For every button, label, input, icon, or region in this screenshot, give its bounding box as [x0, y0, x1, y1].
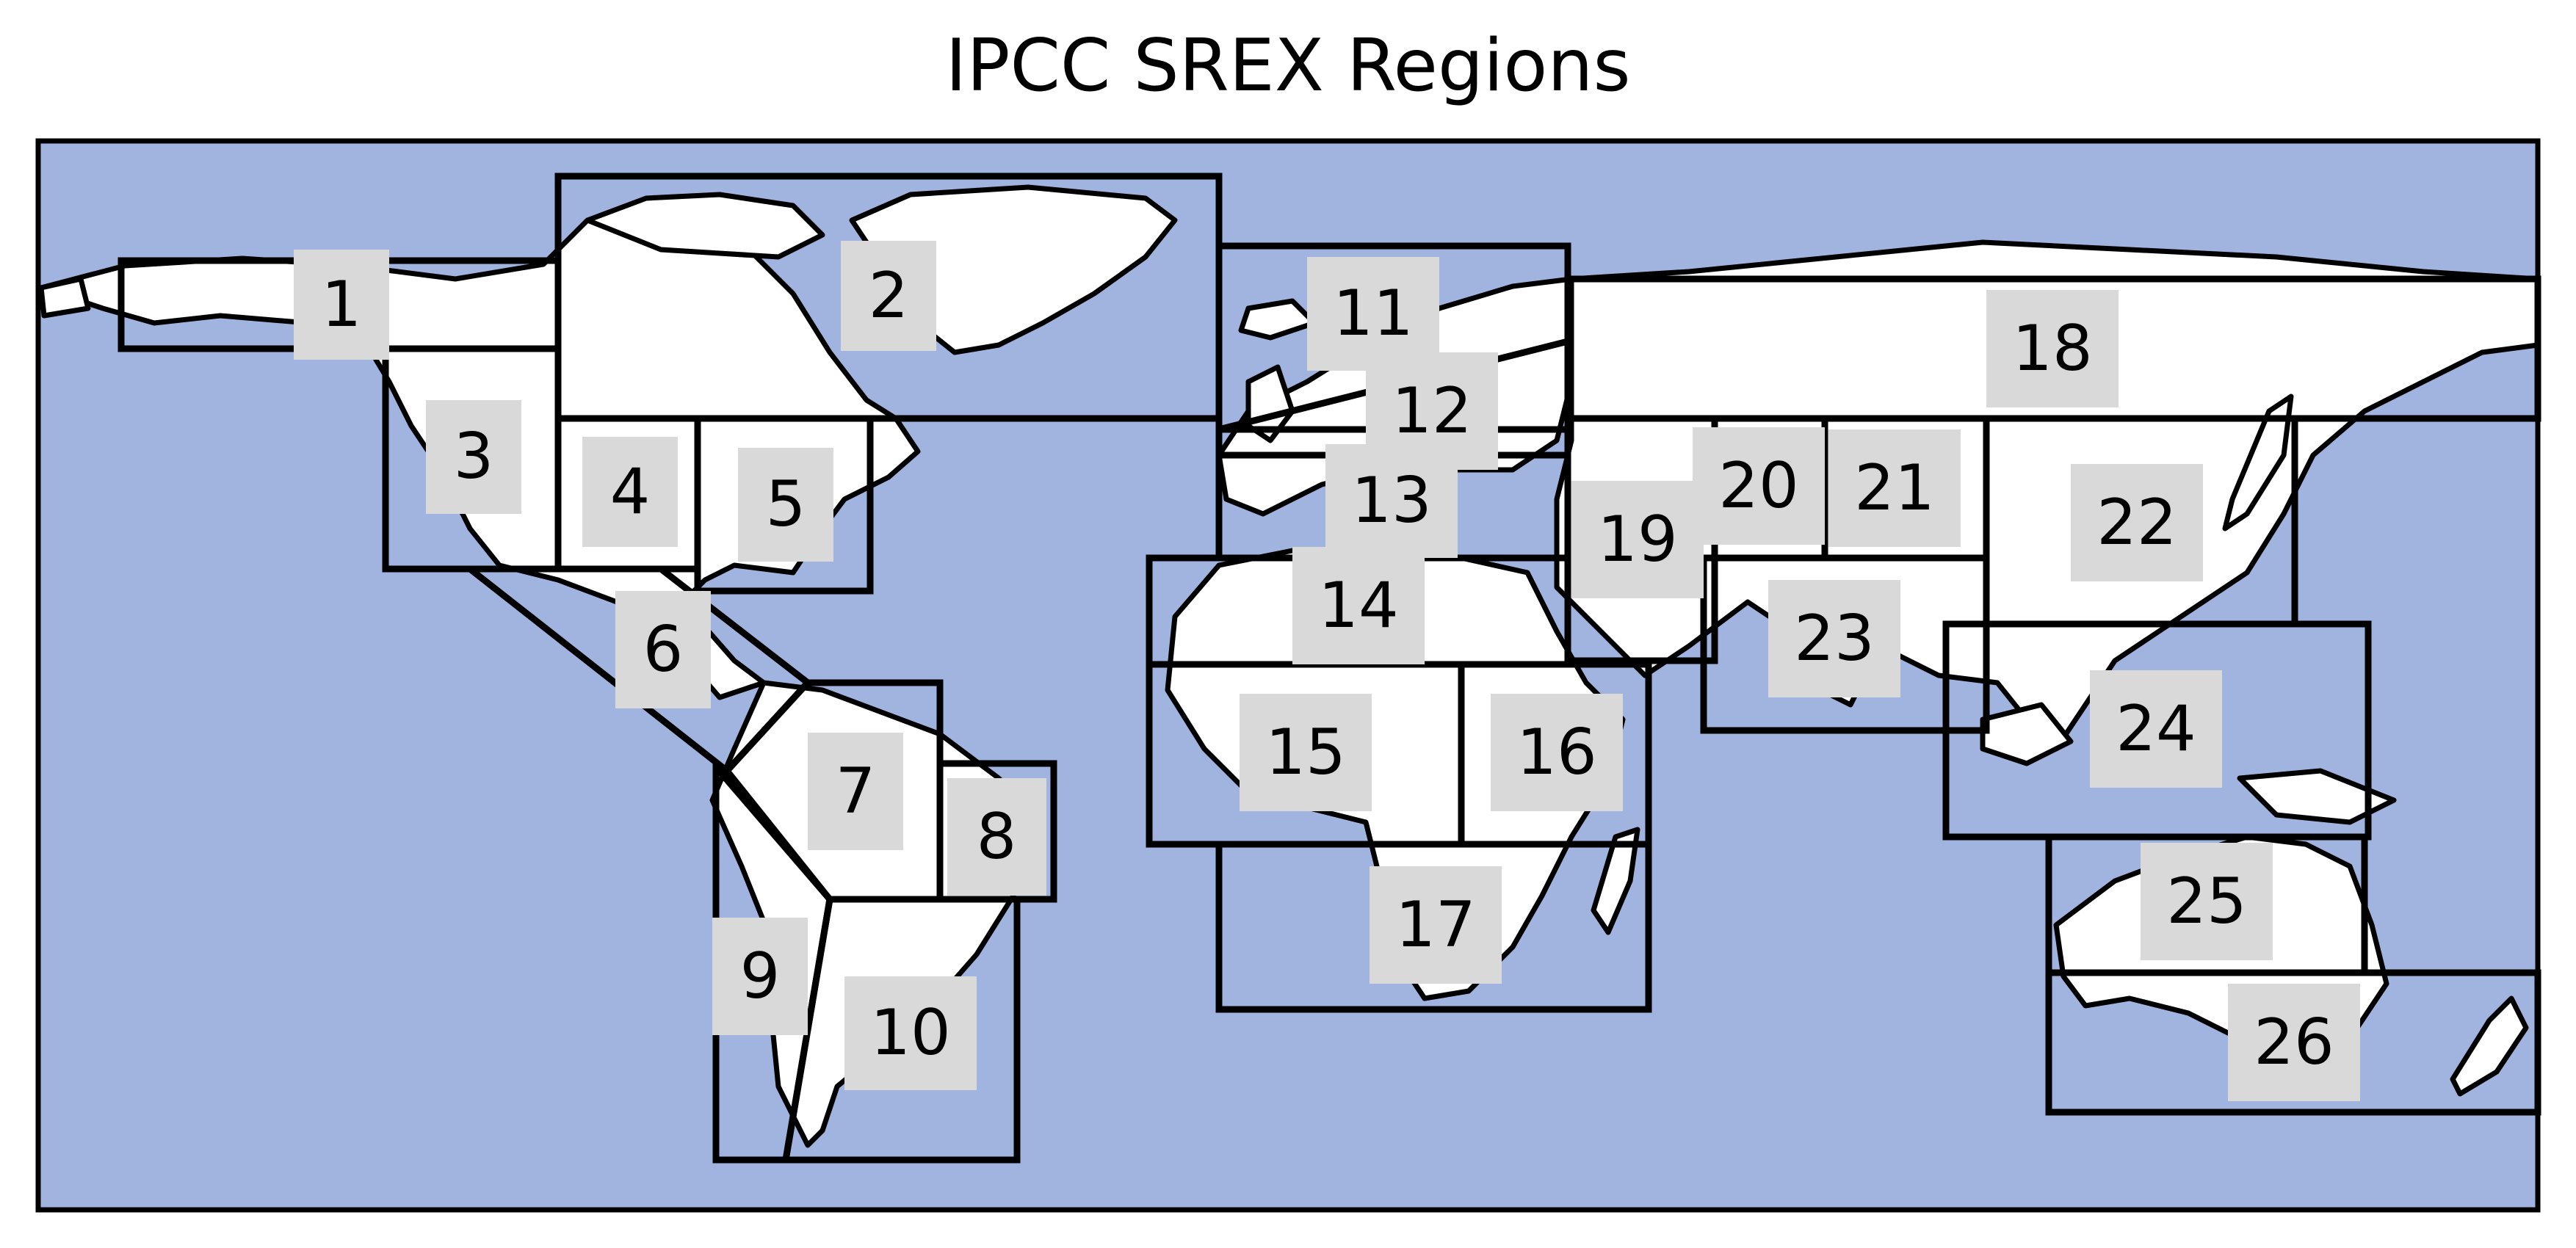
region-number: 5 [766, 468, 806, 541]
region-number: 16 [1516, 716, 1596, 789]
region-label-8: 8 [947, 778, 1046, 896]
land-iceland [1238, 298, 1317, 341]
region-number: 18 [2012, 312, 2092, 385]
region-number: 4 [610, 455, 651, 529]
region-label-6: 6 [615, 591, 711, 708]
region-label-4: 4 [582, 437, 678, 547]
region-number: 23 [1794, 602, 1874, 675]
region-number: 11 [1333, 277, 1413, 350]
region-number: 12 [1392, 374, 1472, 448]
region-label-20: 20 [1693, 427, 1825, 545]
region-label-25: 25 [2141, 843, 2273, 960]
region-label-9: 9 [712, 918, 808, 1035]
region-outline-5 [694, 415, 874, 595]
region-number: 22 [2096, 486, 2177, 559]
region-label-19: 19 [1571, 481, 1704, 598]
land-arctic-islands [585, 192, 825, 260]
region-label-17: 17 [1370, 866, 1502, 984]
land-new-guinea [2237, 768, 2397, 825]
map-title: IPCC SREX Regions [945, 24, 1631, 108]
region-number: 1 [322, 268, 362, 341]
region-label-24: 24 [2090, 670, 2222, 788]
region-number: 19 [1597, 503, 1677, 576]
region-label-22: 22 [2071, 464, 2203, 581]
region-label-21: 21 [1828, 429, 1961, 547]
land-new-zealand [2450, 995, 2529, 1097]
region-number: 6 [643, 613, 684, 686]
region-number: 3 [454, 420, 494, 493]
region-number: 15 [1265, 716, 1345, 789]
region-label-13: 13 [1325, 444, 1458, 558]
region-outline-17 [1215, 841, 1652, 1013]
region-number: 24 [2116, 692, 2196, 766]
region-number: 2 [869, 259, 909, 333]
land-madagascar [1591, 827, 1640, 935]
region-number: 17 [1395, 888, 1475, 962]
region-number: 20 [1718, 449, 1798, 523]
region-label-23: 23 [1768, 580, 1900, 697]
region-number: 14 [1318, 569, 1398, 642]
region-label-3: 3 [426, 400, 521, 514]
region-number: 13 [1351, 464, 1431, 537]
region-label-2: 2 [841, 241, 936, 351]
region-label-1: 1 [294, 250, 389, 360]
region-number: 10 [870, 996, 950, 1070]
region-label-11: 11 [1307, 257, 1439, 371]
region-number: 21 [1854, 451, 1934, 525]
region-number: 9 [740, 940, 781, 1013]
region-label-10: 10 [844, 976, 977, 1090]
region-number: 26 [2254, 1006, 2334, 1079]
region-label-18: 18 [1986, 290, 2119, 407]
land-indonesia [1980, 702, 2074, 766]
region-number: 7 [836, 755, 876, 828]
region-label-5: 5 [738, 448, 833, 562]
region-label-26: 26 [2228, 984, 2360, 1101]
land-chukotka [38, 276, 91, 319]
map-frame [35, 138, 2541, 1213]
region-label-14: 14 [1292, 547, 1425, 664]
region-outline-23 [1700, 554, 1990, 734]
region-label-7: 7 [808, 733, 903, 850]
region-label-16: 16 [1491, 694, 1623, 811]
region-label-15: 15 [1240, 694, 1372, 811]
region-outline-10 [781, 896, 1021, 1164]
region-number: 8 [977, 800, 1017, 874]
region-number: 25 [2166, 865, 2246, 938]
region-labels: 1 2 3 4 5 6 7 8 9 10 11 12 13 14 15 16 1… [294, 241, 2360, 1101]
land-japan [2222, 393, 2294, 532]
